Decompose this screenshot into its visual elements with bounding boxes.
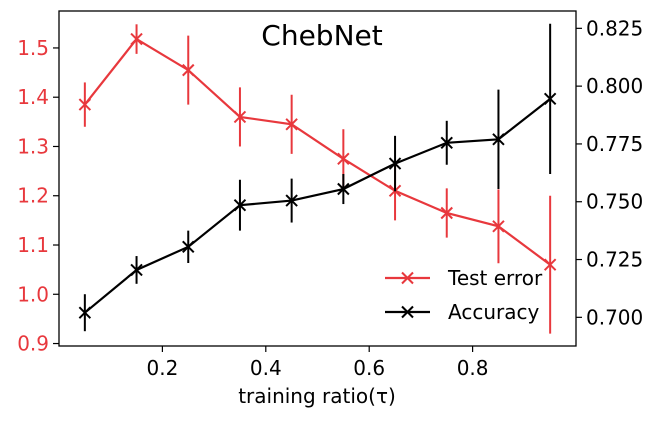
y-left-tick-label: 1.0 [17, 282, 49, 306]
x-tick-label: 0.2 [146, 356, 178, 380]
data-point [285, 118, 298, 131]
y-right-tick-label: 0.725 [586, 248, 643, 272]
data-point [337, 182, 350, 196]
legend-marker [401, 271, 414, 285]
y-left-tick-label: 0.9 [17, 332, 49, 356]
y-left-tick-label: 1.1 [17, 233, 49, 257]
data-point-stroke-b [130, 263, 143, 277]
data-point-stroke-b [492, 220, 505, 233]
data-point-stroke-b [182, 63, 195, 77]
y-left-tick-label: 1.4 [17, 85, 49, 109]
data-point [492, 220, 505, 233]
data-point [543, 258, 557, 271]
series-layer [78, 23, 557, 334]
data-point-stroke-b [440, 136, 453, 149]
data-point-stroke-b [492, 133, 505, 146]
data-point [337, 152, 350, 166]
data-point [130, 32, 143, 46]
data-point-stroke-b [285, 118, 298, 131]
data-point-stroke-b [130, 32, 143, 46]
chart-title: ChebNet [261, 19, 382, 52]
y-left-tick-label: 1.3 [17, 134, 49, 158]
legend-marker [401, 305, 414, 319]
y-right-tick-label: 0.750 [586, 190, 643, 214]
series-line [83, 37, 551, 266]
x-tick-label: 0.6 [353, 356, 385, 380]
data-point-stroke-b [233, 110, 247, 124]
series-line [84, 97, 551, 314]
data-point [543, 92, 557, 106]
data-point-stroke-b [78, 306, 92, 319]
y-right-tick-label: 0.800 [586, 74, 643, 98]
data-point-stroke-b [543, 258, 557, 271]
data-point [233, 110, 247, 124]
legend-label: Test error [447, 266, 543, 290]
data-point [130, 263, 143, 277]
x-tick-label: 0.8 [457, 356, 489, 380]
data-point-stroke-b [543, 92, 557, 106]
data-point-stroke-b [78, 98, 92, 111]
series-accuracy [78, 23, 557, 332]
axis-layer: 0.2 0.4 0.6 0.8 0.9 1.0 1.1 1.2 1.3 1.4 1.5 0.700 0.… [17, 16, 643, 380]
data-point [492, 133, 505, 146]
legend-marker-stroke-b [401, 305, 414, 319]
legend-item: Test error [385, 266, 543, 290]
y-left-tick-label: 1.5 [17, 36, 49, 60]
legend-label: Accuracy [448, 300, 539, 324]
data-point [388, 157, 402, 170]
plot-frame [58, 10, 577, 347]
legend-item: Accuracy [385, 300, 539, 324]
data-point-stroke-b [285, 194, 298, 207]
data-point [182, 63, 195, 77]
data-point-stroke-b [182, 240, 195, 254]
data-point [182, 240, 195, 254]
data-point [285, 194, 298, 207]
x-axis-label: training ratio(τ) [238, 384, 396, 408]
data-point-stroke-b [440, 206, 453, 220]
x-tick-label: 0.4 [250, 356, 282, 380]
y-right-tick-label: 0.825 [586, 16, 643, 40]
data-point-stroke-b [233, 198, 247, 212]
data-point [233, 198, 247, 212]
data-point-stroke-b [337, 182, 350, 196]
legend-marker-stroke-b [401, 271, 414, 285]
data-point [78, 98, 92, 111]
data-point-stroke-b [388, 157, 402, 170]
data-point [78, 306, 92, 319]
legend: Test error Accuracy [385, 266, 543, 324]
data-point-stroke-b [337, 152, 350, 166]
y-left-tick-label: 1.2 [17, 184, 49, 208]
data-point [440, 136, 453, 149]
data-point [440, 206, 453, 220]
y-right-tick-label: 0.775 [586, 132, 643, 156]
y-right-tick-label: 0.700 [586, 305, 643, 329]
